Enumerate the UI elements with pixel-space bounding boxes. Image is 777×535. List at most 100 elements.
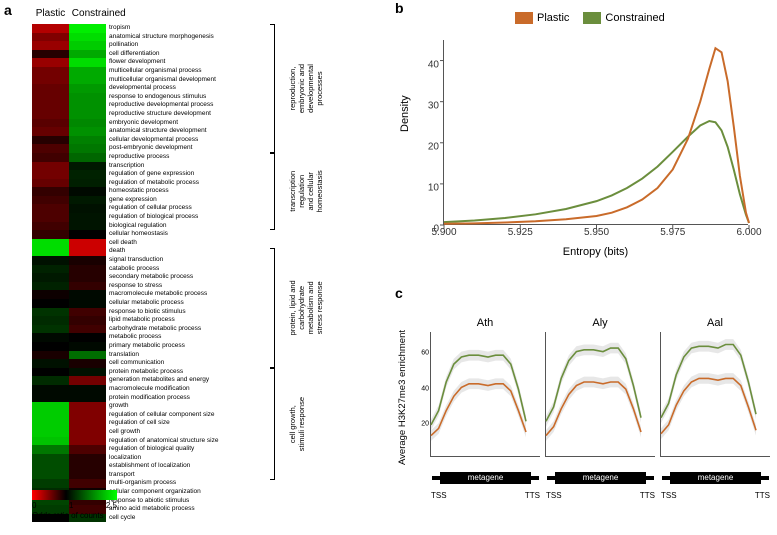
colorbar-ticks: 0 1 2.5 xyxy=(32,501,117,510)
legend-b: Plastic Constrained xyxy=(515,12,665,24)
heatmap-row: cell communication xyxy=(32,359,218,368)
heatmap-row-label: post-embryonic development xyxy=(106,144,192,153)
heatmap-cell xyxy=(69,308,106,317)
ytick-c: 20 xyxy=(421,421,431,428)
heatmap-cell xyxy=(69,376,106,385)
heatmap-cell xyxy=(32,282,69,291)
subplot-title: Ath xyxy=(430,317,540,329)
legend-item-plastic: Plastic xyxy=(515,12,569,24)
heatmap-cell xyxy=(69,368,106,377)
heatmap-cell xyxy=(69,247,106,256)
heatmap-cell xyxy=(32,411,69,420)
line-plastic xyxy=(661,378,756,433)
heatmap-row: regulation of cell size xyxy=(32,419,218,428)
heatmap-row-label: regulation of biological process xyxy=(106,213,198,222)
heatmap-cell xyxy=(32,222,69,231)
heatmap-cell xyxy=(32,162,69,171)
heatmap-cell xyxy=(69,153,106,162)
heatmap-cell xyxy=(32,101,69,110)
metagene-bar: metagene xyxy=(555,472,647,484)
heatmap-row: growth xyxy=(32,402,218,411)
colorbar: 0 1 2.5 Odds ratio of counts xyxy=(32,490,117,520)
heatmap-row: cellular homeostasis xyxy=(32,230,218,239)
heatmap-cell xyxy=(69,101,106,110)
heatmap-row: generation metabolites and energy xyxy=(32,376,218,385)
heatmap-row-label: embryonic development xyxy=(106,119,178,128)
heatmap-row: multicellular organismal process xyxy=(32,67,218,76)
heatmap-row-label: cellular developmental process xyxy=(106,136,198,145)
panel-b: b Plastic Constrained 0102030405.9005.92… xyxy=(395,0,767,270)
heatmap-cell xyxy=(69,333,106,342)
heatmap-row: translation xyxy=(32,351,218,360)
group-bracket xyxy=(270,24,275,153)
heatmap-row-label: catabolic process xyxy=(106,265,159,274)
subplot-svg xyxy=(546,332,641,457)
heatmap-row: carbohydrate metabolic process xyxy=(32,325,218,334)
ytick: 20 xyxy=(428,141,444,152)
ytick-c: 60 xyxy=(421,349,431,356)
heatmap-row-label: multicellular organismal development xyxy=(106,76,216,85)
heatmap-row-label: metabolic process xyxy=(106,333,161,342)
heatmap-cell xyxy=(69,222,106,231)
subplot-svg xyxy=(431,332,526,457)
metagene-text: metagene xyxy=(670,473,762,482)
heatmap-cell xyxy=(32,359,69,368)
heatmap-cell xyxy=(32,33,69,42)
heatmap-cell xyxy=(32,265,69,274)
heatmap-cell xyxy=(32,67,69,76)
heatmap-cell xyxy=(32,419,69,428)
heatmap-row: regulation of cellular process xyxy=(32,204,218,213)
heatmap-cell xyxy=(69,33,106,42)
heatmap-row: response to stress xyxy=(32,282,218,291)
group-bracket xyxy=(270,248,275,368)
heatmap-cell xyxy=(32,273,69,282)
colorbar-title: Odds ratio of counts xyxy=(32,511,117,520)
heatmap-cell xyxy=(32,41,69,50)
heatmap-row-label: cellular metabolic process xyxy=(106,299,184,308)
group-label: reproduction,embryonic anddevelopmentalp… xyxy=(288,24,324,153)
heatmap-cell xyxy=(69,24,106,33)
heatmap-cell xyxy=(69,213,106,222)
heatmap-row-label: cellular homeostasis xyxy=(106,230,168,239)
ylabel-c: Average H3K27me3 enrichment xyxy=(397,330,408,465)
heatmap-row: reproductive developmental process xyxy=(32,101,218,110)
heatmap-row-label: regulation of gene expression xyxy=(106,170,194,179)
heatmap-cell xyxy=(32,308,69,317)
heatmap-cell xyxy=(32,204,69,213)
heatmap-cell xyxy=(69,462,106,471)
heatmap-cell xyxy=(69,402,106,411)
heatmap-row: catabolic process xyxy=(32,265,218,274)
heatmap-cell xyxy=(32,445,69,454)
subplot-plot: metageneTSSTTS xyxy=(545,332,655,457)
heatmap-cell xyxy=(32,402,69,411)
chart-b-svg xyxy=(444,40,749,225)
subplot-plot: metageneTSSTTS xyxy=(660,332,770,457)
heatmap-cell xyxy=(32,342,69,351)
heatmap-row-label: macromolecule modification xyxy=(106,385,190,394)
subplot-title: Aal xyxy=(660,317,770,329)
ylabel-b: Density xyxy=(399,95,411,132)
group-bracket xyxy=(270,153,275,230)
ytick: 30 xyxy=(428,100,444,111)
heatmap-cell xyxy=(69,454,106,463)
heatmap-cell xyxy=(69,136,106,145)
heatmap-cell xyxy=(69,239,106,248)
cb-tick: 1 xyxy=(69,501,73,510)
heatmap-row: anatomical structure morphogenesis xyxy=(32,33,218,42)
line-constrained xyxy=(444,121,749,223)
heatmap-row: multicellular organismal development xyxy=(32,76,218,85)
heatmap-row-label: transcription xyxy=(106,162,144,171)
heatmap-row-label: protein modification process xyxy=(106,394,190,403)
heatmap-row: reproductive process xyxy=(32,153,218,162)
legend-label: Constrained xyxy=(605,12,664,24)
heatmap-row: protein modification process xyxy=(32,394,218,403)
heatmap-row: macromolecule metabolic process xyxy=(32,290,218,299)
heatmap-cell xyxy=(69,84,106,93)
heatmap-cell xyxy=(69,196,106,205)
heatmap-cell xyxy=(69,316,106,325)
ytick: 10 xyxy=(428,182,444,193)
heatmap-cell xyxy=(69,265,106,274)
heatmap-cell xyxy=(69,342,106,351)
heatmap-row: cell differentiation xyxy=(32,50,218,59)
heatmap-cell xyxy=(32,368,69,377)
